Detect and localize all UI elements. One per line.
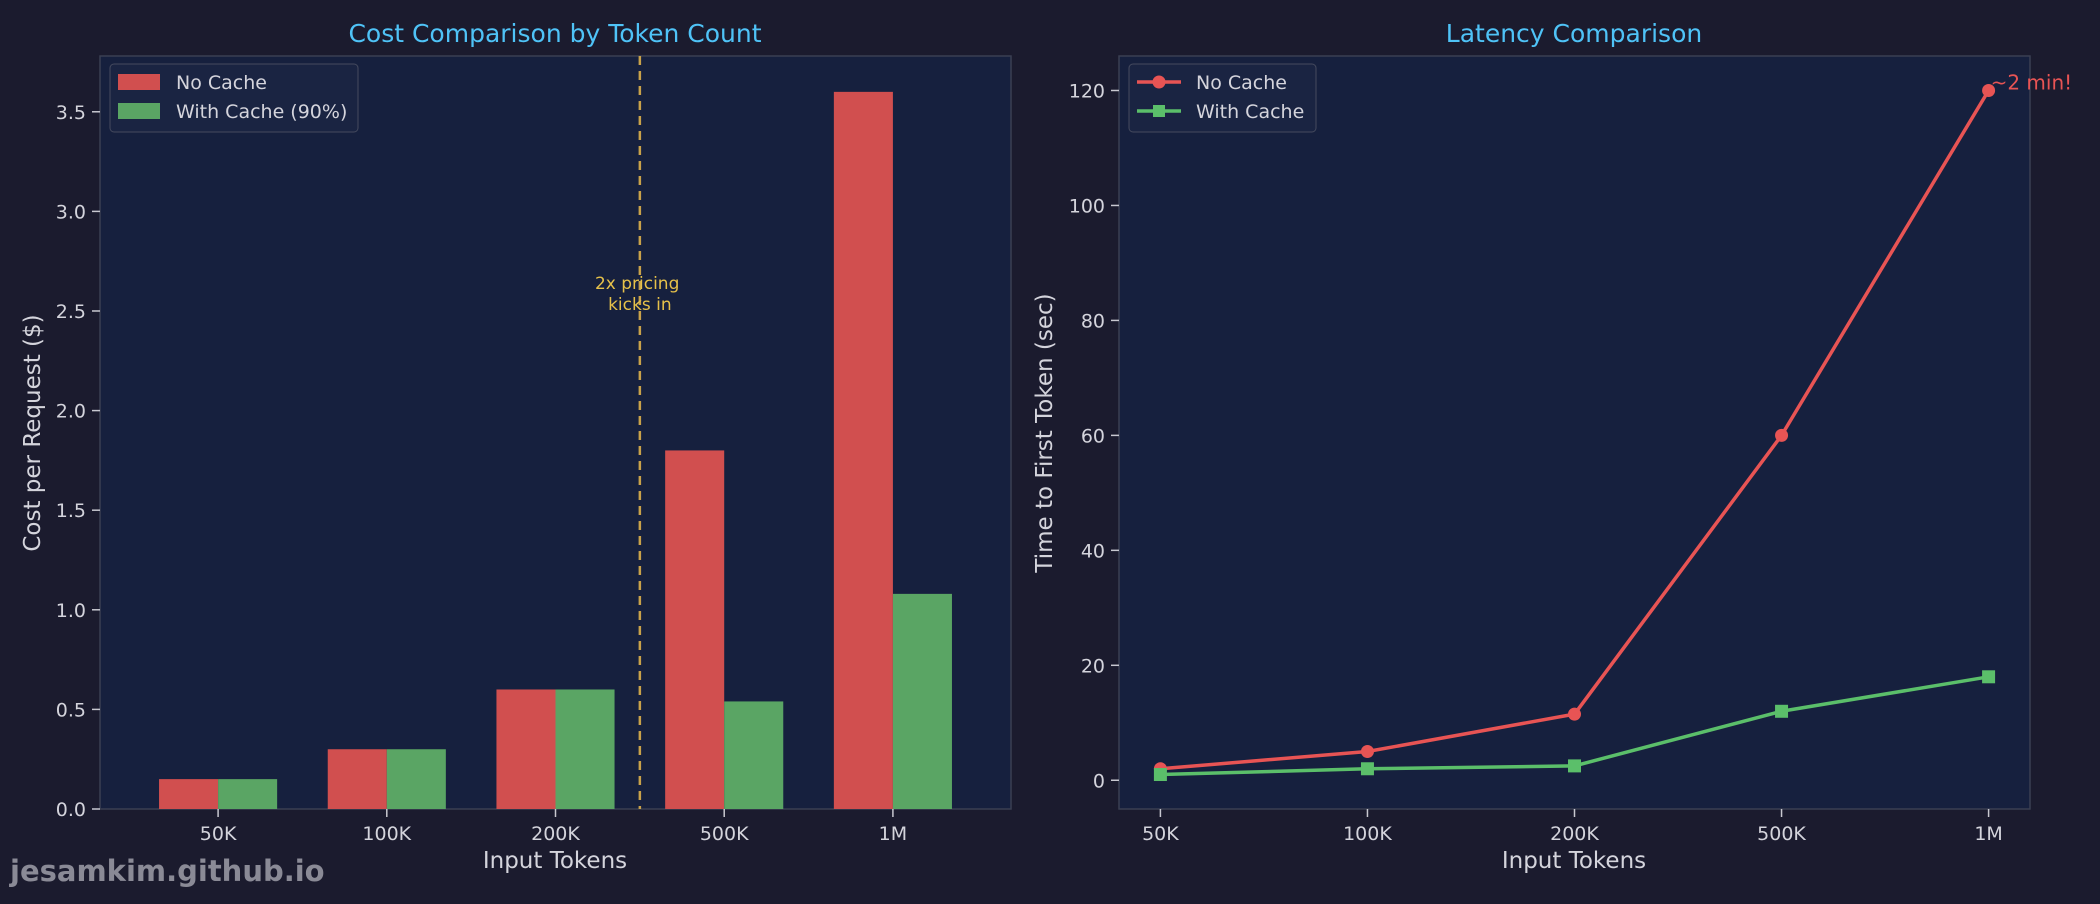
legend-label-latency-no-cache: No Cache: [1196, 72, 1287, 94]
cost-x-ticks: 50K 100K 200K 500K 1M: [200, 809, 907, 845]
cost-y-axis-label: Cost per Request ($): [20, 314, 46, 551]
latency-point-with-cache-1m: [1982, 670, 1996, 684]
latency-legend: No Cache With Cache: [1128, 63, 1317, 133]
pricing-annotation-line-2: kicks in: [608, 295, 672, 315]
latency-y-tick-label: 20: [1081, 655, 1105, 677]
cost-x-axis-label: Input Tokens: [483, 848, 627, 874]
cost-legend-box: [109, 63, 359, 133]
latency-y-tick-label: 100: [1069, 195, 1105, 217]
latency-point-no-cache-1m: [1982, 83, 1996, 97]
bar-with-cache-100k: [386, 749, 446, 809]
cost-x-tick-label: 200K: [531, 823, 580, 845]
legend-marker-with-cache: [1153, 105, 1165, 117]
cost-y-tick-label: 3.0: [56, 201, 86, 223]
latency-y-tick-label: 60: [1081, 425, 1105, 447]
latency-chart: Latency Comparison 0 20 40 60 80 100 120 50K 10…: [1032, 19, 2072, 874]
pricing-annotation-line-1: 2x pricing: [595, 274, 679, 294]
latency-point-no-cache-500k: [1775, 428, 1789, 442]
latency-point-with-cache-100k: [1360, 762, 1374, 776]
latency-y-tick-label: 120: [1069, 80, 1105, 102]
latency-annotation: ~2 min!: [1991, 70, 2073, 94]
latency-point-with-cache-50k: [1153, 768, 1167, 782]
cost-chart-title: Cost Comparison by Token Count: [348, 19, 761, 48]
pricing-annotation: 2x pricing kicks in: [595, 274, 685, 315]
cost-y-tick-label: 2.5: [56, 301, 86, 323]
latency-point-no-cache-100k: [1360, 745, 1374, 759]
latency-x-tick-label: 100K: [1343, 823, 1392, 845]
cost-x-tick-label: 100K: [362, 823, 411, 845]
latency-chart-title: Latency Comparison: [1446, 19, 1702, 48]
latency-point-with-cache-200k: [1568, 759, 1581, 773]
latency-x-ticks: 50K 100K 200K 500K 1M: [1142, 809, 2003, 845]
legend-label-with-cache: With Cache (90%): [176, 101, 347, 123]
legend-swatch-no-cache: [118, 74, 160, 90]
latency-y-tick-label: 80: [1081, 310, 1105, 332]
legend-marker-no-cache: [1152, 75, 1166, 89]
legend-swatch-with-cache: [118, 103, 160, 119]
bar-with-cache-200k: [555, 689, 615, 809]
bar-no-cache-1m: [833, 91, 893, 810]
cost-legend: No Cache With Cache (90%): [109, 63, 359, 133]
latency-point-with-cache-500k: [1775, 704, 1789, 718]
cost-x-tick-label: 50K: [200, 823, 237, 845]
latency-plot-area: [1118, 55, 2031, 810]
bar-with-cache-500k: [724, 701, 784, 809]
bar-no-cache-200k: [496, 689, 556, 809]
latency-y-tick-label: 0: [1093, 770, 1105, 792]
cost-y-tick-label: 1.5: [56, 500, 86, 522]
bar-with-cache-50k: [218, 779, 278, 809]
cost-x-tick-label: 1M: [879, 823, 907, 845]
cost-y-tick-label: 0.5: [56, 699, 86, 721]
latency-x-tick-label: 50K: [1142, 823, 1179, 845]
latency-x-axis-label: Input Tokens: [1502, 848, 1646, 874]
latency-y-tick-label: 40: [1081, 540, 1105, 562]
latency-y-ticks: 0 20 40 60 80 100 120: [1069, 80, 1119, 792]
cost-chart: Cost Comparison by Token Count 2x pricin…: [20, 19, 1012, 874]
legend-label-latency-with-cache: With Cache: [1196, 101, 1304, 123]
cost-y-tick-label: 0.0: [56, 799, 86, 821]
cost-y-tick-label: 1.0: [56, 600, 86, 622]
latency-x-tick-label: 1M: [1974, 823, 2002, 845]
cost-x-tick-label: 500K: [700, 823, 749, 845]
cost-y-tick-label: 3.5: [56, 102, 86, 124]
cost-y-ticks: 0.0 0.5 1.0 1.5 2.0 2.5 3.0 3.5: [56, 102, 100, 821]
bar-no-cache-500k: [665, 450, 725, 809]
cost-bars: [159, 91, 952, 810]
bar-no-cache-50k: [159, 779, 219, 809]
cost-y-tick-label: 2.0: [56, 401, 86, 423]
latency-lines: [1153, 83, 1996, 782]
watermark-text: jesamkim.github.io: [10, 854, 325, 888]
bar-no-cache-100k: [327, 749, 387, 809]
latency-point-no-cache-200k: [1568, 707, 1581, 721]
bar-with-cache-1m: [892, 593, 952, 809]
legend-label-no-cache: No Cache: [176, 72, 267, 94]
latency-y-axis-label: Time to First Token (sec): [1032, 293, 1058, 573]
latency-x-tick-label: 200K: [1550, 823, 1599, 845]
latency-x-tick-label: 500K: [1757, 823, 1806, 845]
